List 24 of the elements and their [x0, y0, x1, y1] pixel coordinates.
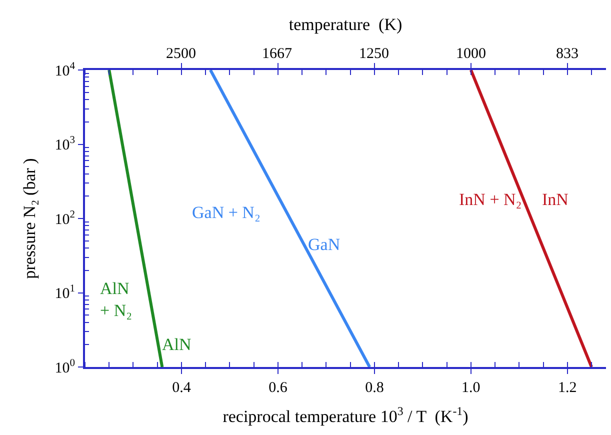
y-tick-label: 10$^{3}$ [54, 135, 75, 154]
x-axis-title: reciprocal temperature 10$^{3}$ / T (K$^{-1}$) [222, 404, 468, 426]
x-tick-label: 0.8 [365, 380, 384, 396]
y-tick-label: 10$^{2}$ [54, 209, 75, 228]
text: 1000 [456, 46, 486, 62]
y-tick-label: 10$^{1}$ [54, 284, 75, 302]
x2-axis-title: temperature (K) [288, 15, 402, 34]
x-tick-label: 0.6 [268, 380, 288, 396]
text: 833 [556, 46, 578, 62]
y-tick-label: 10$^{4}$ [54, 60, 76, 80]
annotation: GaN [308, 235, 340, 254]
x-tick-label: 1.2 [558, 380, 577, 396]
y-axis-title: pressure N₂ (bar ) [20, 158, 39, 279]
x-tick-label: 1.0 [462, 380, 480, 396]
text: 2500 [166, 46, 196, 62]
annotation: AlN + N₂ [100, 279, 132, 320]
text: 1667 [262, 46, 292, 62]
annotation: InN + N₂ [459, 190, 522, 209]
annotation: InN [542, 190, 568, 209]
x-tick-label: 0.4 [172, 380, 192, 396]
y-tick-label: 10$^{0}$ [54, 358, 75, 376]
text: 1250 [359, 46, 389, 62]
annotation: GaN + N₂ [192, 203, 260, 222]
annotation: AlN [162, 335, 192, 354]
